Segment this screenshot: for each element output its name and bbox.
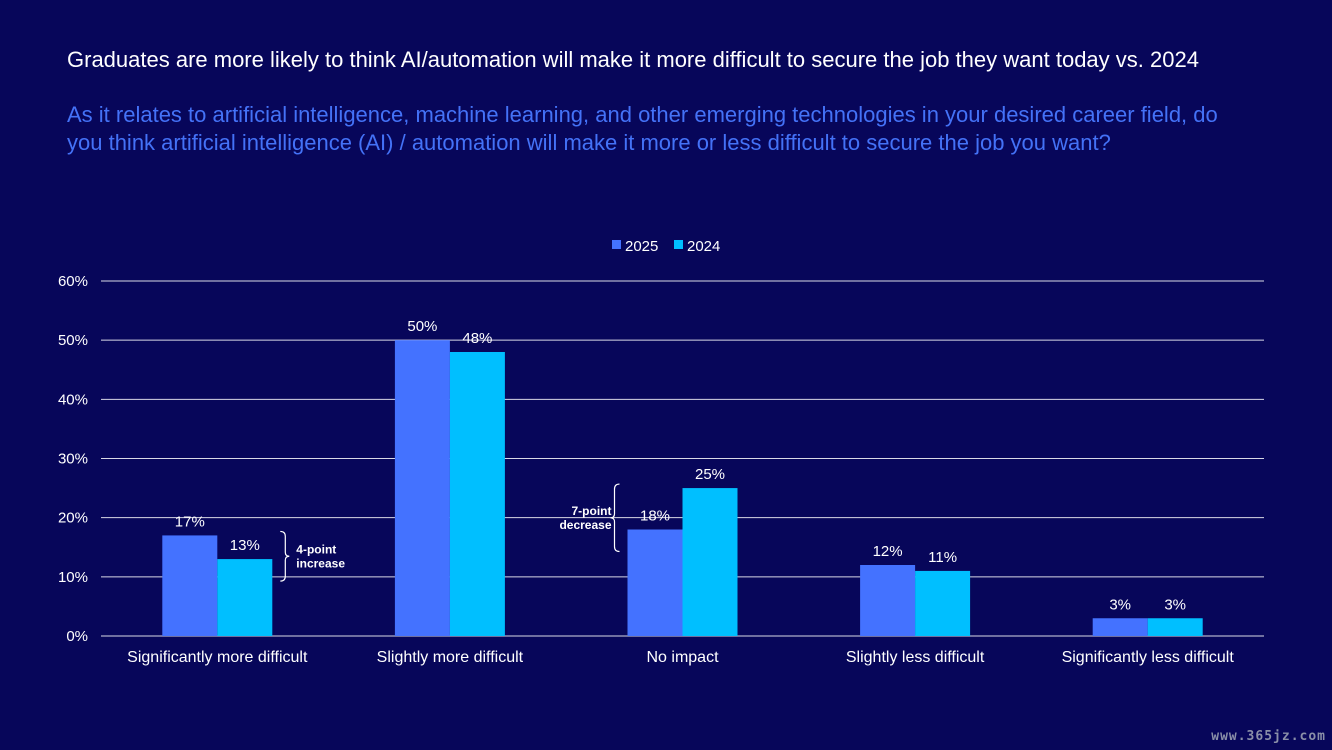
y-tick-label: 60% — [58, 273, 88, 290]
chart-subtitle: As it relates to artificial intelligence… — [67, 102, 1218, 155]
x-tick-label: Slightly less difficult — [846, 649, 985, 666]
x-tick-label: Significantly less difficult — [1062, 649, 1235, 666]
bar — [217, 559, 273, 636]
data-label: 3% — [1109, 596, 1131, 613]
y-tick-label: 20% — [58, 510, 88, 527]
bar — [1147, 618, 1203, 636]
legend-swatch — [674, 240, 683, 249]
bar — [449, 352, 505, 636]
y-tick-label: 10% — [58, 569, 88, 586]
data-label: 13% — [230, 537, 260, 554]
y-tick-label: 50% — [58, 332, 88, 349]
bar — [627, 529, 683, 636]
data-label: 25% — [695, 466, 725, 483]
data-label: 50% — [407, 318, 437, 335]
bar — [682, 488, 738, 636]
bar — [162, 535, 218, 636]
x-tick-label: Slightly more difficult — [377, 649, 524, 666]
data-label: 12% — [873, 543, 903, 560]
legend-label: 2025 — [625, 238, 658, 255]
data-label: 17% — [175, 513, 205, 530]
bar — [915, 570, 971, 636]
data-label: 3% — [1164, 596, 1186, 613]
data-label: 11% — [928, 549, 957, 566]
y-tick-label: 0% — [66, 628, 88, 645]
x-tick-label: No impact — [646, 649, 719, 666]
data-label: 18% — [640, 508, 670, 525]
annotation-brace — [280, 530, 290, 582]
annotation-text: increase — [296, 556, 345, 570]
annotation-text: decrease — [559, 518, 611, 532]
bar — [1092, 618, 1148, 636]
legend-swatch — [612, 240, 621, 249]
chart-title: Graduates are more likely to think AI/au… — [67, 47, 1199, 72]
bar — [860, 565, 916, 636]
legend-label: 2024 — [687, 238, 720, 255]
y-tick-label: 40% — [58, 391, 88, 408]
x-tick-label: Significantly more difficult — [127, 649, 308, 666]
annotation-text: 4-point — [296, 542, 336, 556]
y-tick-label: 30% — [58, 451, 88, 468]
watermark: www.365jz.com — [1211, 729, 1326, 744]
data-label: 48% — [462, 330, 492, 347]
annotation-text: 7-point — [572, 504, 612, 518]
annotation-brace — [610, 483, 620, 553]
bar — [394, 340, 450, 636]
